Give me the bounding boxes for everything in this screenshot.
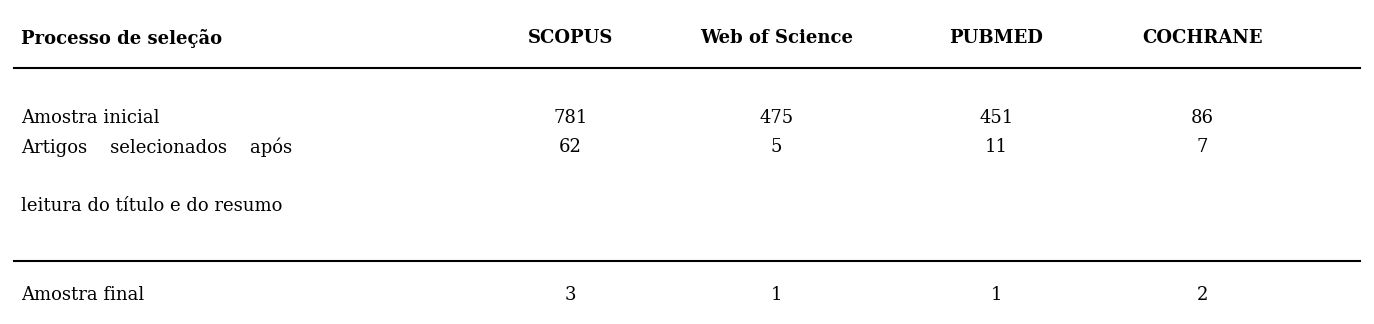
Text: 3: 3 (565, 286, 576, 304)
Text: leitura do título e do resumo: leitura do título e do resumo (21, 197, 282, 215)
Text: Amostra inicial: Amostra inicial (21, 109, 159, 127)
Text: Artigos    selecionados    após: Artigos selecionados após (21, 138, 291, 157)
Text: 1: 1 (991, 286, 1002, 304)
Text: 2: 2 (1197, 286, 1208, 304)
Text: Amostra final: Amostra final (21, 286, 144, 304)
Text: 11: 11 (985, 138, 1007, 156)
Text: Web of Science: Web of Science (699, 29, 853, 47)
Text: 781: 781 (552, 109, 588, 127)
Text: 86: 86 (1191, 109, 1213, 127)
Text: 62: 62 (559, 138, 581, 156)
Text: 1: 1 (771, 286, 782, 304)
Text: 5: 5 (771, 138, 782, 156)
Text: 475: 475 (760, 109, 793, 127)
Text: SCOPUS: SCOPUS (528, 29, 613, 47)
Text: COCHRANE: COCHRANE (1142, 29, 1263, 47)
Text: PUBMED: PUBMED (949, 29, 1043, 47)
Text: Processo de seleção: Processo de seleção (21, 29, 221, 48)
Text: 451: 451 (980, 109, 1013, 127)
Text: 7: 7 (1197, 138, 1208, 156)
